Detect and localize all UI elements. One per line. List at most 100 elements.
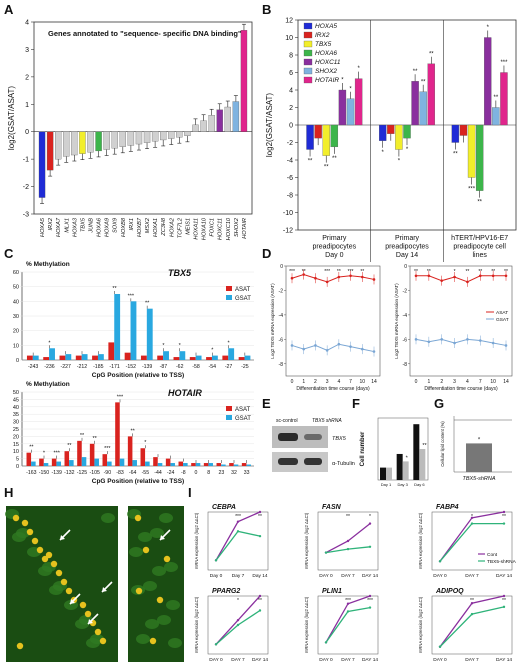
- category-label: -236: [44, 364, 54, 370]
- bar: [240, 30, 248, 132]
- y-tick-label: -8: [287, 193, 293, 200]
- significance-stars: ***: [235, 514, 241, 520]
- bar-gsat: [246, 464, 251, 466]
- bar-asat: [165, 458, 171, 466]
- y-tick-label: -2: [403, 288, 408, 294]
- lipid-droplet: [156, 596, 164, 604]
- bar-asat: [39, 458, 44, 466]
- y-tick-label: 1: [25, 102, 29, 109]
- x-tick-label: 1: [302, 379, 305, 385]
- legend-swatch: [303, 31, 313, 39]
- blot-strip: [272, 452, 328, 472]
- bar-asat: [191, 463, 196, 466]
- category-label: -25: [241, 364, 249, 370]
- data-point: [324, 641, 328, 644]
- significance-stars: *: [357, 66, 360, 72]
- x-tick-label: 7: [349, 379, 352, 385]
- bar-asat: [157, 355, 164, 360]
- y-axis-label: log2(GSAT/ASAT): [265, 93, 274, 158]
- plot-frame: [431, 511, 513, 571]
- group-label: preadipocyte cell: [453, 244, 506, 251]
- y-tick-label: 45: [13, 397, 19, 403]
- bar: [346, 98, 355, 126]
- bar-gsat: [157, 463, 163, 466]
- x-tick-label: Day 14: [252, 573, 268, 579]
- arrow-head: [160, 535, 165, 540]
- bar-asat: [189, 357, 196, 360]
- y-tick-label: 50: [13, 285, 19, 291]
- data-point: [346, 539, 350, 543]
- category-label: HOXA10: [202, 217, 208, 240]
- data-point: [258, 609, 262, 612]
- chart-title: CEBPA: [212, 504, 236, 511]
- y-tick-label: 20: [13, 329, 19, 335]
- category-label: -90: [104, 470, 112, 476]
- significance-stars: **: [421, 79, 426, 85]
- y-tick-label: 35: [13, 412, 19, 418]
- bar-gsat: [179, 351, 186, 360]
- bar-gsat: [130, 301, 137, 360]
- band-label: TBX5: [332, 436, 347, 442]
- y-tick-label: 8: [289, 53, 293, 60]
- y-axis-label: Log2 TBX5 mRNA expression (ASAT): [270, 283, 275, 359]
- data-point: [258, 594, 262, 598]
- significance-stars: *: [478, 437, 481, 443]
- bar: [127, 131, 135, 146]
- cell-cytoplasm: [86, 638, 100, 648]
- data-point: [502, 594, 506, 598]
- data-point: [324, 551, 328, 554]
- legend-swatch: [226, 286, 232, 291]
- y-tick-label: 20: [13, 434, 19, 440]
- bar-gsat: [145, 461, 150, 466]
- bar-gsat: [69, 460, 74, 466]
- category-label: 8: [207, 470, 210, 476]
- panel-i-adipoq: ADIPOQ mRNA expression (log2 ΔΔCt) ** ** DAY…: [418, 588, 512, 663]
- category-label: -55: [142, 470, 150, 476]
- significance-stars: *: [471, 514, 473, 520]
- y-tick-label: 2: [25, 74, 29, 81]
- category-label: -139: [142, 364, 152, 370]
- y-tick-label: 3: [25, 47, 29, 54]
- significance-stars: ***: [468, 187, 476, 193]
- significance-stars: **: [67, 443, 72, 449]
- significance-stars: *: [406, 455, 409, 461]
- bar-asat: [127, 436, 133, 466]
- significance-stars: *: [228, 340, 231, 346]
- y-tick-label: 40: [13, 299, 19, 305]
- legend-swatch: [303, 40, 313, 48]
- panel-letter-f: F: [352, 396, 360, 411]
- bar-gsat: [81, 354, 88, 360]
- bar: [168, 131, 175, 139]
- category-label: ZC3H8: [161, 217, 167, 237]
- significance-stars: *: [454, 269, 456, 275]
- bar: [379, 124, 387, 141]
- chart-title: HOTAIR: [168, 388, 202, 398]
- data-point: [236, 618, 240, 622]
- panel-d-left: 0 -2 -4 -6 -8 Log2 TBX5 mRNA expression (ASAT…: [270, 264, 381, 392]
- category-label: -185: [93, 364, 103, 370]
- bar-shrna: [419, 449, 426, 480]
- series-line: [325, 606, 371, 643]
- significance-stars: **: [131, 428, 136, 434]
- cell-cytoplasm: [164, 562, 178, 572]
- category-label: 0: [195, 470, 198, 476]
- y-tick-label: 4: [289, 88, 293, 95]
- x-tick-label: 14: [371, 379, 377, 385]
- bar-shrna: [386, 467, 392, 480]
- bar: [103, 131, 110, 150]
- bar-asat: [238, 357, 245, 360]
- y-tick-label: 60: [13, 270, 19, 276]
- category-label: -212: [77, 364, 87, 370]
- arrow-head: [70, 599, 75, 604]
- bar: [79, 131, 86, 154]
- legend-label: HOXA5: [315, 23, 337, 30]
- x-tick-label: 3: [453, 379, 456, 385]
- category-label: IRX2: [48, 217, 54, 230]
- data-point: [258, 510, 262, 514]
- significance-stars: ***: [53, 451, 60, 457]
- x-tick-label: 1: [427, 379, 430, 385]
- x-tick-label: DAY 7: [465, 573, 479, 579]
- bar-gsat: [228, 348, 235, 360]
- significance-stars: **: [477, 200, 482, 206]
- cell-cytoplasm: [49, 585, 63, 595]
